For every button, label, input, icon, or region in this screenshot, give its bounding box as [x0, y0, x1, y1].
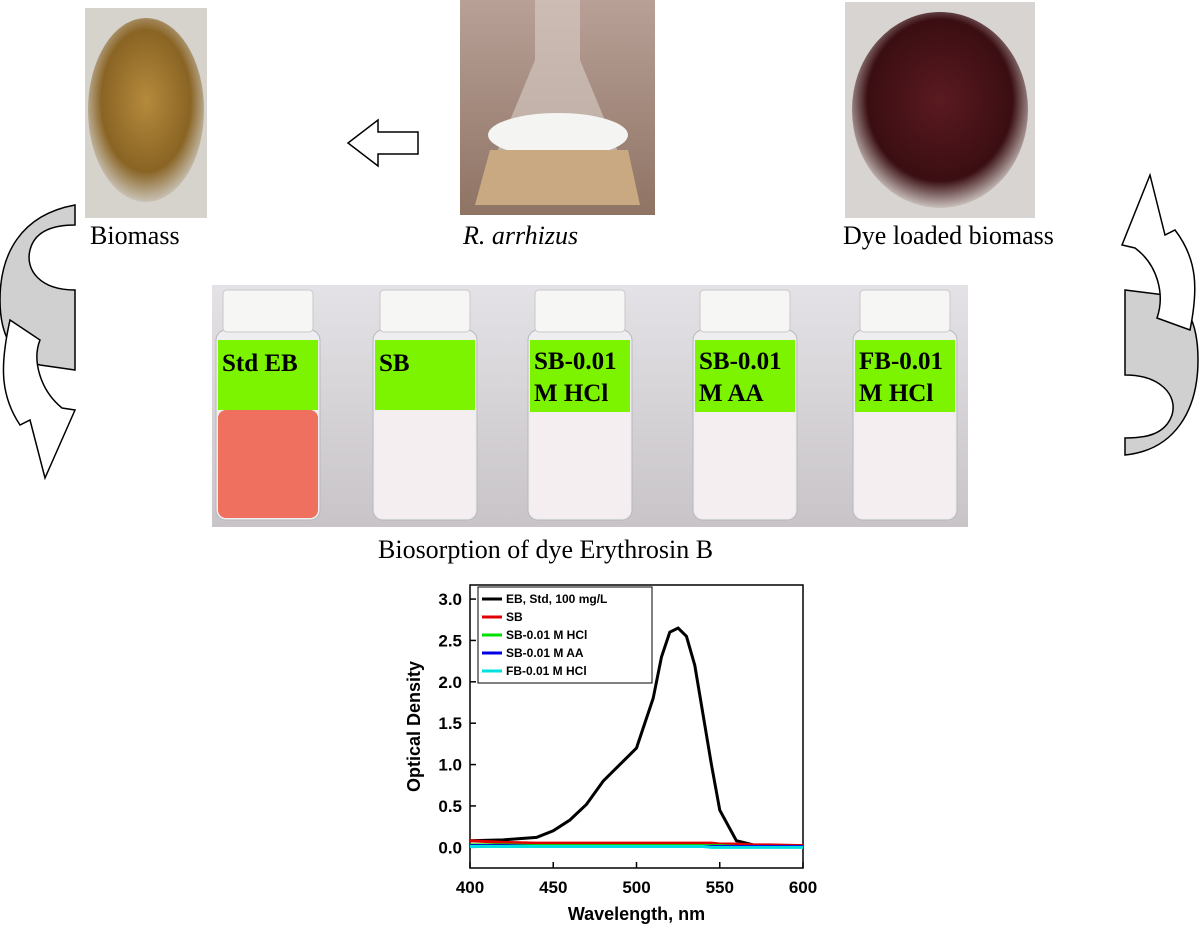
- x-tick-label: 550: [706, 878, 734, 897]
- vial-cap: [859, 289, 951, 333]
- y-tick-label: 0.5: [438, 797, 462, 816]
- vial-liquid: [218, 410, 318, 518]
- legend-box: [477, 586, 653, 684]
- vial-cap: [379, 289, 471, 333]
- legend-label: FB-0.01 M HCl: [506, 664, 587, 678]
- vial-label: [375, 340, 475, 410]
- y-tick-label: 2.0: [438, 673, 462, 692]
- x-tick-label: 600: [789, 878, 817, 897]
- y-tick-label: 1.5: [438, 714, 462, 733]
- vial-liquid: [855, 410, 955, 518]
- vial-label-text: SB: [379, 350, 410, 377]
- vial-label-text: M HCl: [859, 380, 933, 407]
- caption: R. arrhizus: [462, 221, 578, 250]
- legend-label: SB-0.01 M HCl: [506, 628, 587, 642]
- x-axis-label: Wavelength, nm: [568, 904, 705, 924]
- line-series: [469, 626, 803, 848]
- line-series: [470, 844, 803, 849]
- y-tick-label: 2.5: [438, 631, 462, 650]
- vial-cap: [534, 289, 626, 333]
- y-tick-label: 0.0: [438, 838, 462, 857]
- legend-label: EB, Std, 100 mg/L: [506, 592, 607, 606]
- vial-liquid: [375, 410, 475, 518]
- vial-label: [855, 340, 955, 412]
- photo-vials: Std EB SB SB-0.01 M HCl SB-0.01 M AA FB-0.01 M …: [212, 285, 968, 527]
- photo-flask: [460, 0, 655, 215]
- x-tick-label: 400: [456, 878, 484, 897]
- caption: Dye loaded biomass: [843, 221, 1054, 250]
- x-tick-label: 500: [622, 878, 650, 897]
- caption: Biosorption of dye Erythrosin B: [378, 535, 713, 564]
- vial-label-text: Std EB: [222, 350, 298, 377]
- vial-label-text: SB-0.01: [534, 348, 617, 375]
- vial-label-text: FB-0.01: [859, 348, 943, 375]
- vial-label: [218, 340, 318, 410]
- y-axis-label: Optical Density: [404, 661, 424, 792]
- vial-label: [530, 340, 630, 412]
- vial-label-text: M HCl: [534, 380, 608, 407]
- x-tick-label: 450: [539, 878, 567, 897]
- legend-label: SB: [506, 610, 523, 624]
- arrow: [346, 118, 419, 168]
- vial-cap: [222, 289, 314, 333]
- chart: 400 450 500 550 600 0.0 0.5 1.0 1.5 2.0 2.5 3.0 Wave…: [404, 584, 817, 924]
- line-series: [469, 839, 804, 848]
- vial-liquid: [695, 410, 795, 518]
- vial-label: [695, 340, 795, 412]
- photo-dye-biomass: [845, 2, 1035, 218]
- legend-label: SB-0.01 M AA: [506, 646, 584, 660]
- caption: Biomass: [90, 221, 180, 250]
- photo-biomass: [85, 8, 207, 218]
- vial-liquid: [530, 410, 630, 518]
- y-tick-label: 1.0: [438, 756, 462, 775]
- vial-label-text: SB-0.01: [699, 348, 782, 375]
- y-tick-label: 3.0: [438, 590, 462, 609]
- curved-arrow: [2, 318, 77, 481]
- vial-label-text: M AA: [699, 380, 764, 407]
- curved-arrow: [1120, 172, 1196, 332]
- vial-cap: [699, 289, 791, 333]
